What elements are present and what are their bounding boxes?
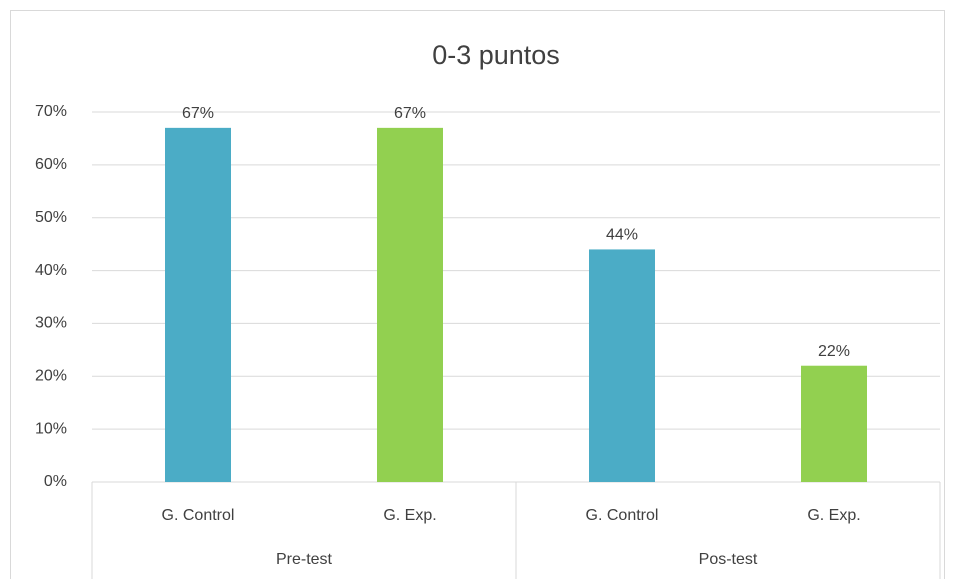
group-label: Pos-test	[699, 551, 758, 568]
chart-title: 0-3 puntos	[432, 40, 560, 70]
data-label: 22%	[818, 343, 850, 360]
x-tick-label: G. Control	[162, 507, 235, 524]
x-tick-label: G. Exp.	[807, 507, 860, 524]
y-tick-label: 10%	[35, 420, 67, 437]
y-tick-label: 30%	[35, 315, 67, 332]
y-tick-label: 70%	[35, 103, 67, 120]
data-label: 67%	[182, 105, 214, 122]
bar	[377, 127, 443, 482]
bar	[801, 365, 867, 482]
bar	[589, 249, 655, 482]
y-tick-label: 20%	[35, 368, 67, 385]
data-label: 67%	[394, 105, 426, 122]
bar	[165, 127, 231, 482]
y-tick-label: 0%	[44, 473, 67, 490]
chart-frame	[10, 10, 945, 579]
data-label: 44%	[606, 227, 638, 244]
y-tick-label: 50%	[35, 209, 67, 226]
x-tick-label: G. Exp.	[383, 507, 436, 524]
y-tick-label: 40%	[35, 262, 67, 279]
y-tick-label: 60%	[35, 156, 67, 173]
group-label: Pre-test	[276, 551, 333, 568]
x-tick-label: G. Control	[586, 507, 659, 524]
